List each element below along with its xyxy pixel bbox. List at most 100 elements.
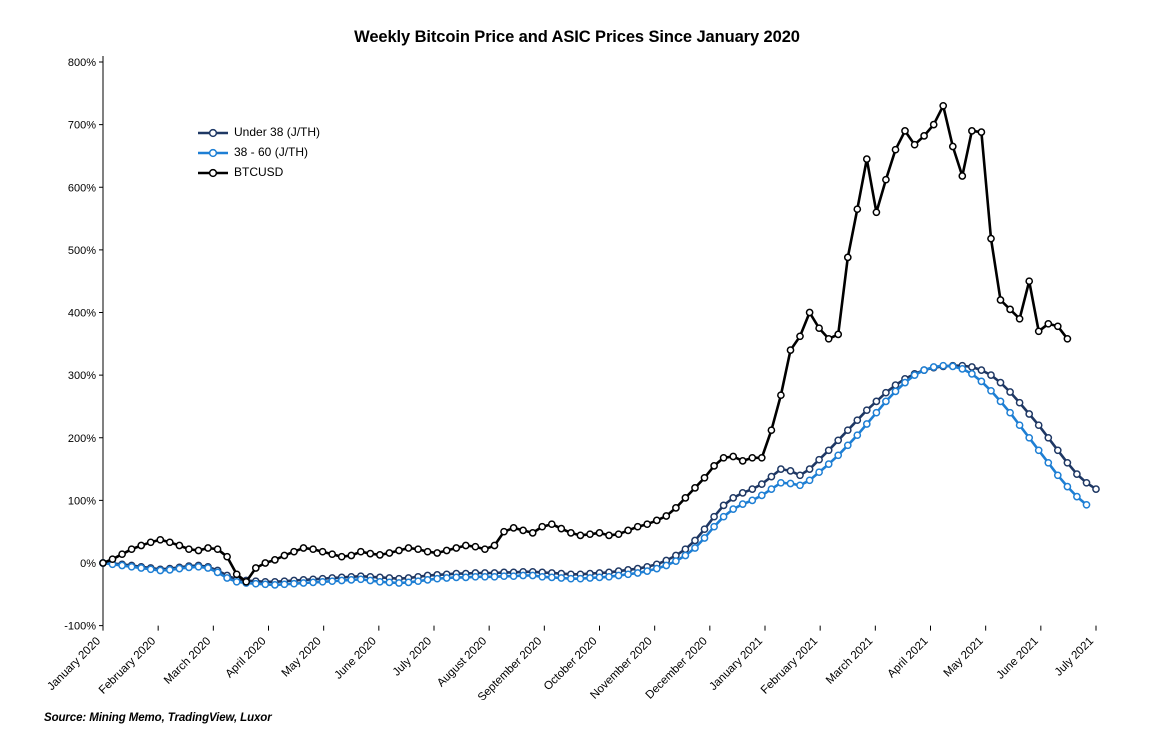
series-marker <box>165 566 174 574</box>
series-marker <box>996 378 1005 387</box>
series-marker <box>786 467 795 475</box>
series-marker <box>385 578 394 587</box>
series-marker <box>738 457 747 465</box>
series-marker <box>777 478 785 487</box>
x-axis-tick-label: May 2021 <box>942 635 986 679</box>
series-marker <box>461 541 470 550</box>
series-marker <box>891 387 900 396</box>
series-line <box>101 364 1098 584</box>
series-marker <box>280 580 289 589</box>
series-marker <box>968 127 976 135</box>
series-marker <box>576 574 585 583</box>
series-marker <box>862 406 871 415</box>
series-marker <box>805 308 814 317</box>
series-marker <box>395 546 403 555</box>
y-axis-tick-label: 200% <box>68 433 96 445</box>
series-marker <box>586 574 594 582</box>
series-marker <box>815 455 823 464</box>
series-marker <box>862 420 871 428</box>
series-marker <box>824 334 833 343</box>
series-marker <box>423 547 432 556</box>
x-axis-tick-label: March 2021 <box>824 635 875 686</box>
series-marker <box>862 155 871 163</box>
series-marker <box>1015 421 1024 430</box>
series-marker <box>538 522 547 531</box>
series-marker <box>929 120 938 129</box>
series-marker <box>843 426 852 435</box>
series-marker <box>939 101 948 110</box>
series-marker <box>251 579 260 588</box>
series-marker <box>882 397 890 406</box>
series-marker <box>796 471 804 480</box>
series-marker <box>442 546 451 555</box>
x-axis-tick-label: June 2021 <box>994 635 1040 681</box>
series-marker <box>815 324 823 333</box>
series-marker <box>748 496 757 505</box>
series-marker <box>528 529 537 537</box>
series-marker <box>767 426 776 435</box>
series-marker <box>290 579 298 588</box>
series-marker <box>1006 408 1014 417</box>
series-marker <box>1073 470 1081 478</box>
series-marker <box>901 378 909 387</box>
series-marker <box>672 557 680 565</box>
legend-swatch-marker <box>208 168 218 178</box>
series-marker <box>137 564 146 572</box>
series-marker <box>395 579 403 587</box>
series-marker <box>490 541 499 550</box>
chart-series <box>99 361 1091 589</box>
series-marker <box>290 547 298 556</box>
series-marker <box>614 571 623 580</box>
y-axis-tick-label: 700% <box>68 120 96 132</box>
series-marker <box>271 581 279 589</box>
series-marker <box>347 551 356 560</box>
series-marker <box>977 128 986 136</box>
legend-item[interactable]: Under 38 (J/TH) <box>198 125 320 139</box>
series-marker <box>185 545 193 554</box>
series-line <box>101 364 1088 587</box>
legend-item[interactable]: 38 - 60 (J/TH) <box>198 145 308 159</box>
x-axis-tick-label: April 2020 <box>224 635 269 680</box>
series-marker <box>767 485 776 493</box>
series-marker <box>1015 398 1024 407</box>
series-marker <box>232 570 241 579</box>
series-marker <box>729 452 738 461</box>
chart-legend: Under 38 (J/TH) 38 - 60 (J/TH) BTCUSD <box>198 125 320 179</box>
series-marker <box>490 572 499 581</box>
series-marker <box>824 460 833 468</box>
series-marker <box>748 453 757 462</box>
series-marker <box>977 366 986 374</box>
series-marker <box>1015 314 1024 323</box>
chart-plot-area: 800%700%600%500%400%300%200%100%0%-100% … <box>45 56 1100 700</box>
series-marker <box>987 371 995 379</box>
legend-item[interactable]: BTCUSD <box>198 165 284 179</box>
series-marker <box>710 512 718 521</box>
series-marker <box>757 491 766 500</box>
series-marker <box>633 522 642 531</box>
series-marker <box>318 547 327 556</box>
series-marker <box>1063 482 1072 491</box>
series-marker <box>729 505 738 513</box>
series-marker <box>691 536 699 545</box>
series-marker <box>652 516 661 525</box>
series-marker <box>1053 471 1062 480</box>
y-axis-tick-label: 300% <box>68 370 96 382</box>
series-marker <box>1092 485 1100 493</box>
series-marker <box>987 386 995 395</box>
series-marker <box>1073 492 1081 501</box>
series-marker <box>700 534 709 542</box>
series-marker <box>318 577 327 586</box>
series-marker <box>968 363 976 371</box>
series-marker <box>891 145 900 154</box>
series-marker <box>519 526 527 535</box>
y-axis-tick-label: 500% <box>68 245 96 257</box>
series-marker <box>461 573 470 582</box>
series-marker <box>261 559 270 567</box>
y-axis-tick-label: -100% <box>64 621 96 633</box>
legend-swatch-marker <box>208 148 218 158</box>
legend-swatch-marker <box>208 128 218 138</box>
series-marker <box>805 476 814 485</box>
series-marker <box>213 568 222 577</box>
series-marker <box>710 522 718 531</box>
series-marker <box>519 571 527 580</box>
